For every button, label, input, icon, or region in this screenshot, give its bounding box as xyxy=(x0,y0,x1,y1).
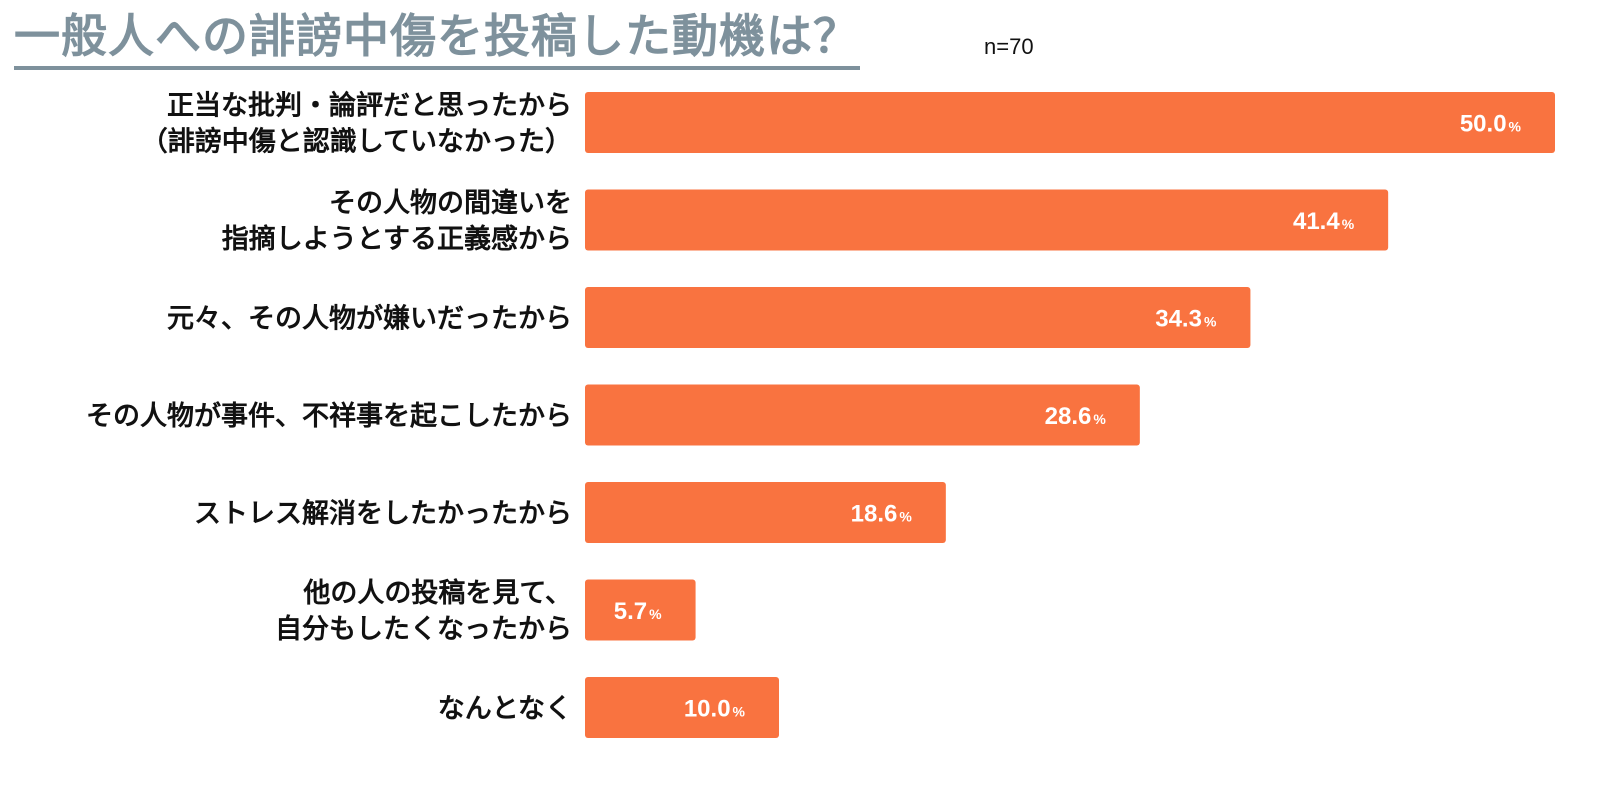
bar-value-label: 50.0% xyxy=(1460,111,1522,138)
bar-value-label: 18.6% xyxy=(851,501,913,528)
sample-size-label: n=70 xyxy=(984,34,1034,59)
bar-value-unit: % xyxy=(1342,216,1355,232)
category-label: 元々、その人物が嫌いだったから xyxy=(167,303,572,335)
bar-value-number: 18.6 xyxy=(851,501,898,528)
category-label-line: なんとなく xyxy=(438,694,572,725)
bar xyxy=(585,384,1140,446)
category-label: ストレス解消をしたかったから xyxy=(194,499,572,530)
bar-group: 41.4 % その人物の間違いを指摘しようとする正義感から xyxy=(222,188,1389,255)
bar-group: 5.7 % 他の人の投稿を見て、自分もしたくなったから xyxy=(275,577,696,645)
category-label: なんとなく xyxy=(438,694,572,725)
category-label-line: 自分もしたくなったから xyxy=(275,613,572,645)
category-label-line: 元々、その人物が嫌いだったから xyxy=(167,303,572,335)
bar-value-unit: % xyxy=(899,509,912,525)
bar xyxy=(585,189,1389,251)
bar-value-unit: % xyxy=(733,704,746,720)
category-label: その人物の間違いを指摘しようとする正義感から xyxy=(222,188,572,255)
bar-group: 28.6 % その人物が事件、不祥事を起こしたから xyxy=(86,384,1140,446)
bar-value-number: 50.0 xyxy=(1460,111,1507,138)
bar-value-number: 10.0 xyxy=(684,696,731,723)
bar-value-label: 28.6% xyxy=(1045,403,1107,430)
bar-value-number: 34.3 xyxy=(1155,306,1202,333)
category-label: 他の人の投稿を見て、自分もしたくなったから xyxy=(275,577,572,645)
category-label: 正当な批判・論評だと思ったから （誹謗中傷と認識していなかった） xyxy=(141,90,572,158)
bar-group: 50.0 % 正当な批判・論評だと思ったから （誹謗中傷と認識していなかった） xyxy=(141,90,1555,158)
bar-value-unit: % xyxy=(649,606,662,622)
bar-value-unit: % xyxy=(1509,119,1522,135)
bar-value-label: 34.3% xyxy=(1155,306,1217,333)
bar xyxy=(585,92,1555,153)
bar-value-number: 41.4 xyxy=(1293,208,1340,235)
category-label-line: その人物の間違いを xyxy=(329,188,572,219)
category-label-line: 他の人の投稿を見て、 xyxy=(302,577,572,609)
category-label-line: 正当な批判・論評だと思ったから xyxy=(167,90,572,122)
category-label-line: 指摘しようとする正義感から xyxy=(222,223,572,255)
bar-group: 34.3 % 元々、その人物が嫌いだったから xyxy=(167,287,1251,348)
bar-value-unit: % xyxy=(1204,314,1217,330)
bar xyxy=(585,677,779,738)
category-label-line: その人物が事件、不祥事を起こしたから xyxy=(86,400,572,432)
bar-value-number: 5.7 xyxy=(614,598,647,625)
bar-group: 18.6 % ストレス解消をしたかったから xyxy=(194,482,946,543)
bar-value-label: 41.4% xyxy=(1293,208,1355,235)
category-label-line: ストレス解消をしたかったから xyxy=(194,499,572,530)
bar xyxy=(585,579,696,641)
bar-group: 10.0 % なんとなく xyxy=(438,677,779,738)
bar-value-number: 28.6 xyxy=(1045,403,1092,430)
bar-value-unit: % xyxy=(1093,411,1106,427)
category-label-line: （誹謗中傷と認識していなかった） xyxy=(141,126,572,158)
bar-value-label: 5.7% xyxy=(614,598,662,625)
bar xyxy=(585,287,1251,348)
category-label: その人物が事件、不祥事を起こしたから xyxy=(86,400,572,432)
chart-title: 一般人への誹謗中傷を投稿した動機は？ xyxy=(14,6,860,70)
bar xyxy=(585,482,946,543)
bar-value-label: 10.0% xyxy=(684,696,746,723)
